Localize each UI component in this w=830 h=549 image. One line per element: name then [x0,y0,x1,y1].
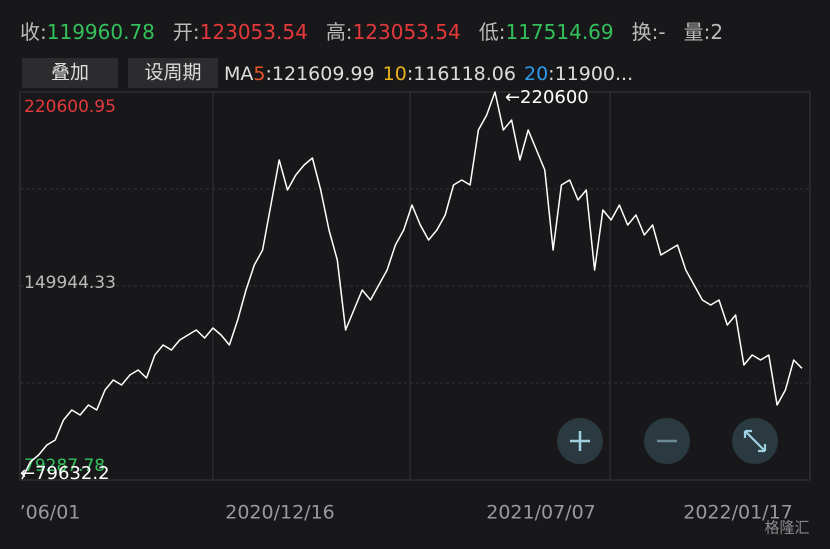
watermark: 格隆汇 [764,519,809,537]
header-label: 收: [20,20,47,44]
header-value: 123053.54 [353,20,461,44]
min-annotation: ←79632.2 [20,463,110,484]
x-tick-label: 2022/01/17 [683,502,793,524]
ma-value: :121609.99 [265,63,374,85]
header-value: 117514.69 [505,20,613,44]
overlay-button[interactable] [22,58,118,88]
x-tick-label: ’06/01 [20,502,81,524]
y-tick-label: 149944.33 [24,273,116,293]
zoom-in-icon [570,431,590,451]
header-value: - [658,20,665,44]
ma-period: 5 [253,63,265,85]
y-tick-label: 79287.78 [24,456,105,476]
ma-value: :11900... [548,63,633,85]
header-value: 123053.54 [200,20,308,44]
header: 收:119960.78 开:123053.54 高:123053.54 低:11751… [20,20,723,44]
period-button-label[interactable]: 设周期 [144,62,201,84]
max-annotation: ←220600 [505,87,589,108]
header-label: 换: [632,20,659,44]
header-value: 119960.78 [47,20,155,44]
x-tick-label: 2020/12/16 [225,502,335,524]
ma-period: 10 [383,63,407,85]
ma-legend: MA5:121609.99 10:116118.06 20:11900... [224,63,633,85]
header-label: 开: [173,20,200,44]
header-label: 量: [684,20,711,44]
y-tick-label: 220600.95 [24,97,116,117]
ma-prefix: MA [224,63,253,85]
overlay-button-label[interactable]: 叠加 [51,62,89,84]
period-button[interactable] [128,58,218,88]
price-line [21,91,803,480]
header-label: 低: [479,20,506,44]
ma-period: 20 [524,63,548,85]
ma-value: :116118.06 [407,63,516,85]
plot: 220600.95 149944.33 79287.78 ←220600 ←79632.… [20,87,810,524]
header-line: 收:119960.78 开:123053.54 高:123053.54 低:11751… [20,20,723,44]
header-label: 高: [326,20,353,44]
fullscreen-icon [743,429,767,453]
x-tick-label: 2021/07/07 [486,502,596,524]
header-value: 2 [710,20,723,44]
